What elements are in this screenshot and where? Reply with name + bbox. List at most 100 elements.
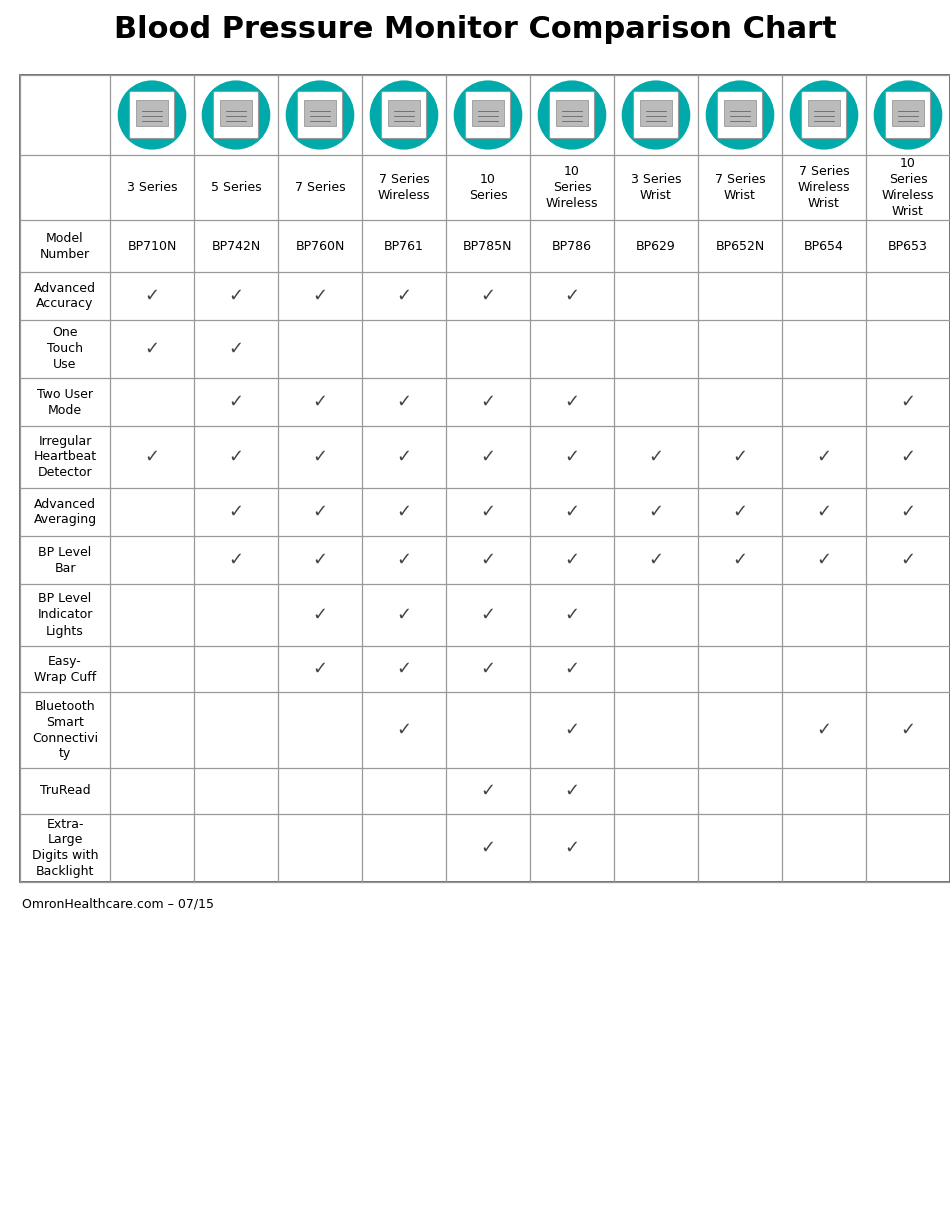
FancyBboxPatch shape xyxy=(297,91,343,139)
Text: ✓: ✓ xyxy=(901,503,916,522)
Text: 3 Series
Wrist: 3 Series Wrist xyxy=(631,173,681,202)
Text: ✓: ✓ xyxy=(816,448,831,466)
Text: ✓: ✓ xyxy=(144,287,160,305)
Text: ✓: ✓ xyxy=(313,448,328,466)
Text: ✓: ✓ xyxy=(564,839,580,857)
Text: ✓: ✓ xyxy=(564,394,580,411)
Text: 7 Series
Wrist: 7 Series Wrist xyxy=(714,173,766,202)
Text: ✓: ✓ xyxy=(901,448,916,466)
Text: ✓: ✓ xyxy=(396,503,411,522)
Text: BP760N: BP760N xyxy=(295,240,345,252)
Bar xyxy=(20,75,950,882)
Text: ✓: ✓ xyxy=(396,551,411,569)
Text: BP710N: BP710N xyxy=(127,240,177,252)
Text: Two User
Mode: Two User Mode xyxy=(37,387,93,417)
Text: ✓: ✓ xyxy=(564,287,580,305)
Text: ✓: ✓ xyxy=(564,606,580,624)
Text: ✓: ✓ xyxy=(816,551,831,569)
Text: ✓: ✓ xyxy=(396,287,411,305)
Text: ✓: ✓ xyxy=(228,287,243,305)
Ellipse shape xyxy=(284,79,355,151)
Text: BP786: BP786 xyxy=(552,240,592,252)
Bar xyxy=(639,100,673,125)
Text: BP653: BP653 xyxy=(888,240,928,252)
Text: 3 Series: 3 Series xyxy=(126,181,178,194)
Text: ✓: ✓ xyxy=(564,661,580,678)
Text: ✓: ✓ xyxy=(228,448,243,466)
Text: ✓: ✓ xyxy=(313,394,328,411)
Text: ✓: ✓ xyxy=(481,782,496,800)
Text: BP654: BP654 xyxy=(804,240,844,252)
Text: ✓: ✓ xyxy=(228,503,243,522)
Ellipse shape xyxy=(369,79,440,151)
Text: Model
Number: Model Number xyxy=(40,231,90,261)
Ellipse shape xyxy=(872,79,943,151)
Text: ✓: ✓ xyxy=(481,448,496,466)
Bar xyxy=(808,100,841,125)
Text: ✓: ✓ xyxy=(396,606,411,624)
Ellipse shape xyxy=(537,79,608,151)
Bar xyxy=(219,100,253,125)
Text: ✓: ✓ xyxy=(144,448,160,466)
Text: ✓: ✓ xyxy=(481,287,496,305)
Text: BP742N: BP742N xyxy=(211,240,260,252)
Text: ✓: ✓ xyxy=(228,339,243,358)
Text: ✓: ✓ xyxy=(396,448,411,466)
Text: ✓: ✓ xyxy=(396,661,411,678)
Text: ✓: ✓ xyxy=(901,551,916,569)
FancyBboxPatch shape xyxy=(549,91,595,139)
FancyBboxPatch shape xyxy=(885,91,930,139)
Text: ✓: ✓ xyxy=(313,661,328,678)
Text: 7 Series
Wireless: 7 Series Wireless xyxy=(378,173,430,202)
Text: OmronHealthcare.com – 07/15: OmronHealthcare.com – 07/15 xyxy=(22,898,214,910)
Text: ✓: ✓ xyxy=(901,394,916,411)
Text: ✓: ✓ xyxy=(396,721,411,739)
Ellipse shape xyxy=(788,79,860,151)
Bar xyxy=(556,100,588,125)
Text: ✓: ✓ xyxy=(901,721,916,739)
Text: ✓: ✓ xyxy=(564,782,580,800)
Text: TruRead: TruRead xyxy=(40,785,90,797)
Text: ✓: ✓ xyxy=(481,551,496,569)
FancyBboxPatch shape xyxy=(466,91,510,139)
Text: ✓: ✓ xyxy=(649,503,663,522)
Text: ✓: ✓ xyxy=(481,503,496,522)
Text: One
Touch
Use: One Touch Use xyxy=(47,326,83,371)
Text: ✓: ✓ xyxy=(564,503,580,522)
Ellipse shape xyxy=(452,79,523,151)
Text: ✓: ✓ xyxy=(564,551,580,569)
Text: ✓: ✓ xyxy=(228,394,243,411)
Text: Advanced
Accuracy: Advanced Accuracy xyxy=(34,282,96,310)
Text: Irregular
Heartbeat
Detector: Irregular Heartbeat Detector xyxy=(33,434,97,480)
FancyBboxPatch shape xyxy=(634,91,678,139)
Bar xyxy=(388,100,421,125)
Text: ✓: ✓ xyxy=(564,721,580,739)
Text: 10
Series
Wireless: 10 Series Wireless xyxy=(545,165,598,210)
Text: 7 Series: 7 Series xyxy=(294,181,345,194)
Bar xyxy=(892,100,924,125)
Text: BP761: BP761 xyxy=(384,240,424,252)
Text: BP629: BP629 xyxy=(636,240,675,252)
Text: BP Level
Indicator
Lights: BP Level Indicator Lights xyxy=(37,593,93,637)
Ellipse shape xyxy=(704,79,776,151)
Text: ✓: ✓ xyxy=(396,394,411,411)
Text: ✓: ✓ xyxy=(649,551,663,569)
Text: Easy-
Wrap Cuff: Easy- Wrap Cuff xyxy=(34,654,96,684)
Text: ✓: ✓ xyxy=(313,503,328,522)
FancyBboxPatch shape xyxy=(802,91,846,139)
Text: ✓: ✓ xyxy=(564,448,580,466)
Text: ✓: ✓ xyxy=(313,606,328,624)
Text: ✓: ✓ xyxy=(732,448,748,466)
FancyBboxPatch shape xyxy=(129,91,175,139)
Text: ✓: ✓ xyxy=(481,839,496,857)
Bar xyxy=(471,100,504,125)
Text: Extra-
Large
Digits with
Backlight: Extra- Large Digits with Backlight xyxy=(31,818,98,878)
Ellipse shape xyxy=(620,79,692,151)
Text: ✓: ✓ xyxy=(481,606,496,624)
Text: 10
Series: 10 Series xyxy=(468,173,507,202)
Text: BP Level
Bar: BP Level Bar xyxy=(38,545,91,574)
Text: ✓: ✓ xyxy=(144,339,160,358)
Text: ✓: ✓ xyxy=(816,503,831,522)
Text: ✓: ✓ xyxy=(228,551,243,569)
Text: ✓: ✓ xyxy=(732,503,748,522)
